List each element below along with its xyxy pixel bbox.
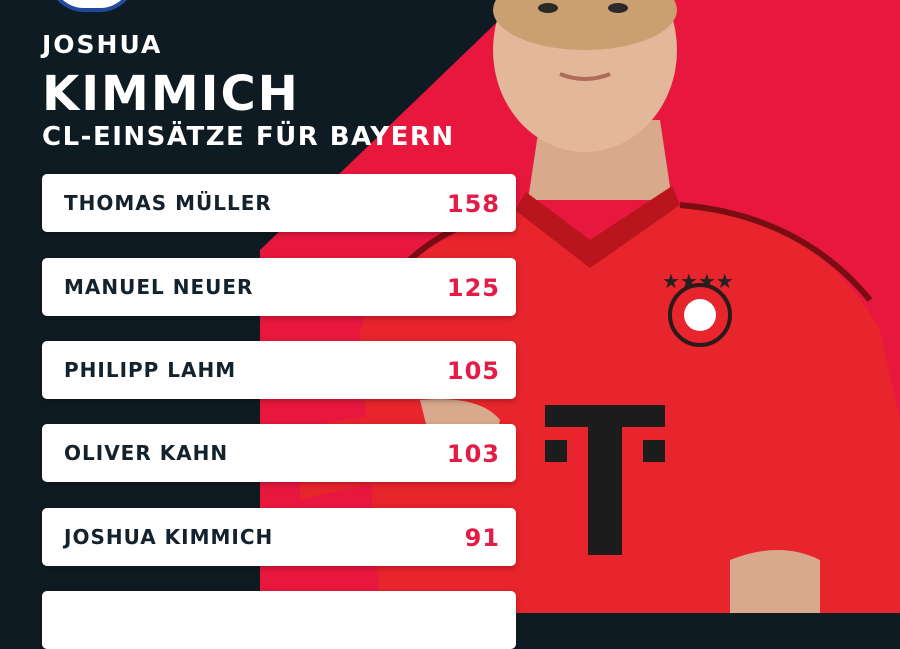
player-name: THOMAS MÜLLER — [64, 191, 272, 215]
ranking-row: THOMAS MÜLLER 158 — [42, 174, 516, 232]
player-name: JOSHUA KIMMICH — [64, 525, 274, 549]
appearance-count: 105 — [446, 357, 500, 385]
player-last-name: KIMMICH — [42, 66, 300, 122]
appearance-count: 125 — [446, 274, 500, 302]
ranking-row: OLIVER KAHN 103 — [42, 424, 516, 482]
appearance-count: 91 — [464, 524, 500, 552]
appearance-count: 103 — [446, 440, 500, 468]
player-first-name: JOSHUA — [42, 30, 163, 59]
player-name: PHILIPP LAHM — [64, 358, 237, 382]
player-name: OLIVER KAHN — [64, 441, 229, 465]
ranking-row: MANUEL NEUER 125 — [42, 258, 516, 316]
stat-subtitle: CL-EINSÄTZE FÜR BAYERN — [42, 122, 455, 152]
ranking-row: PHILIPP LAHM 105 — [42, 341, 516, 399]
player-name: MANUEL NEUER — [64, 275, 254, 299]
ranking-row — [42, 591, 516, 649]
ranking-row: JOSHUA KIMMICH 91 — [42, 508, 516, 566]
appearance-count: 158 — [446, 190, 500, 218]
